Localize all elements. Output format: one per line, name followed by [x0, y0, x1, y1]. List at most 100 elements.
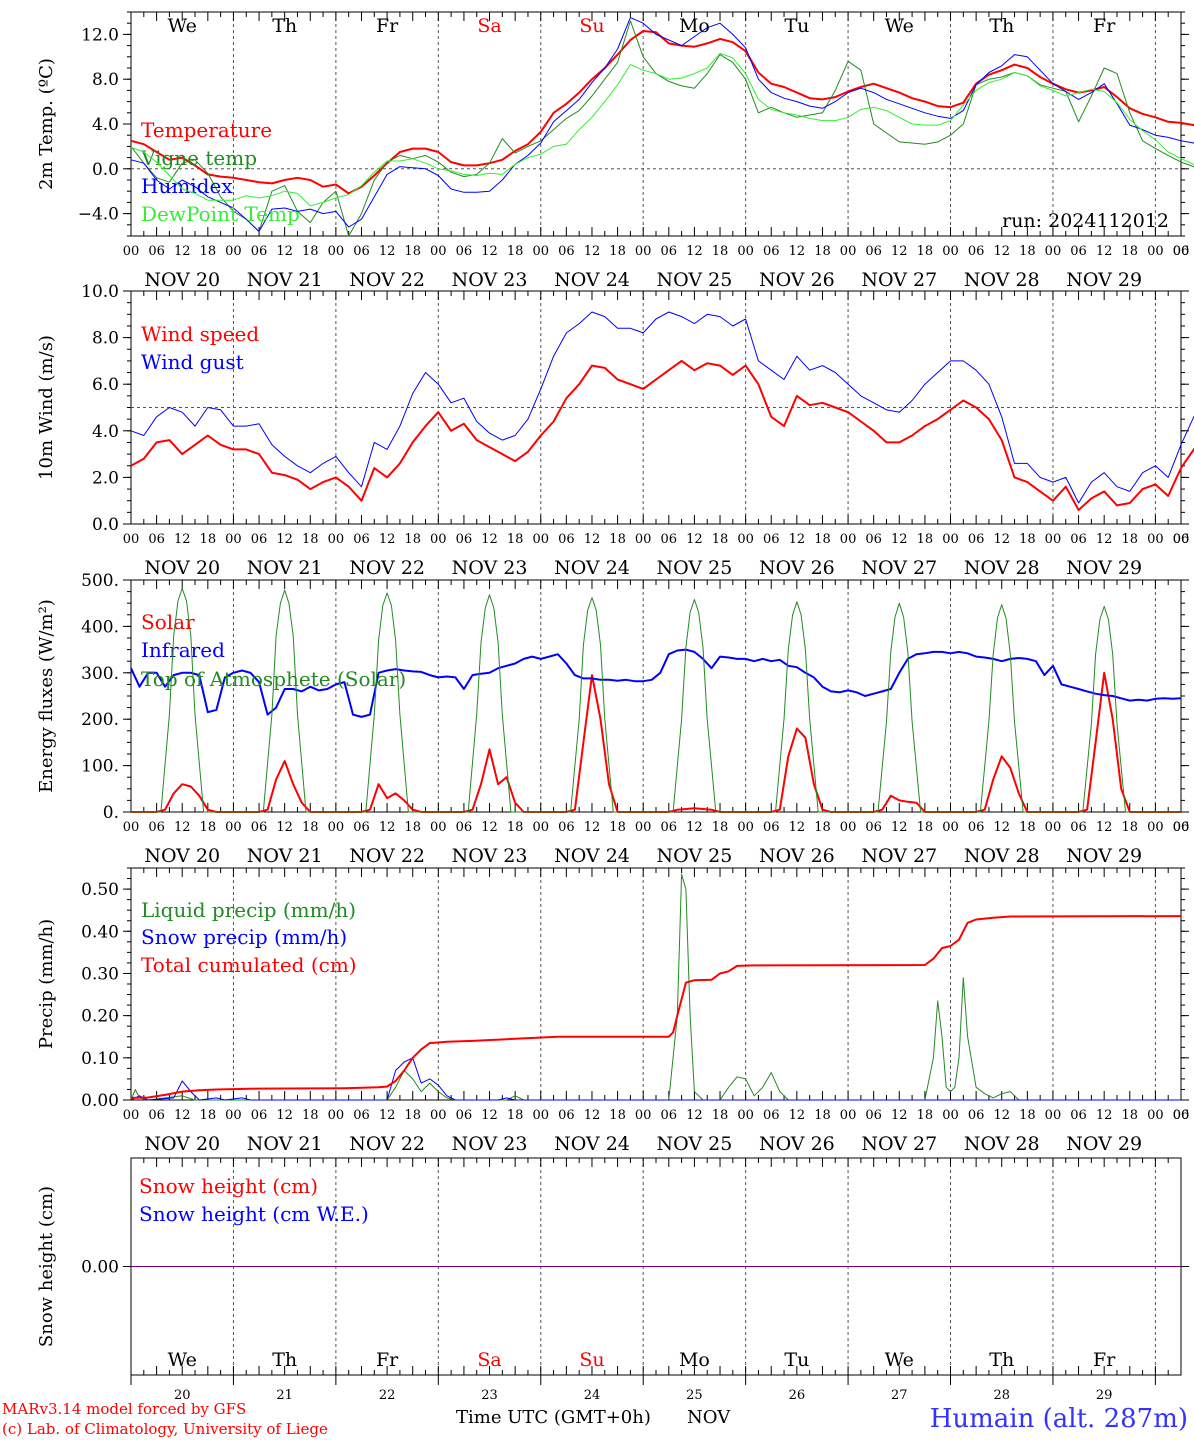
hour-tick-label: 06: [1070, 820, 1087, 835]
hour-tick-label: 06: [1173, 532, 1190, 547]
day-number: 23: [481, 1388, 498, 1403]
date-label: NOV 21: [247, 269, 323, 291]
y-tick-label: 0.00: [81, 1091, 119, 1111]
y-tick-label: 0.10: [81, 1049, 119, 1069]
hour-tick-label: 00: [1147, 532, 1164, 547]
hour-tick-label: 12: [993, 1108, 1010, 1123]
y-tick-label: 0.: [103, 803, 119, 823]
hour-tick-label: 06: [558, 1108, 575, 1123]
hour-tick-label: 00: [430, 820, 447, 835]
hour-tick-label: 18: [404, 532, 421, 547]
hour-tick-label: 00: [123, 1108, 140, 1123]
hour-tick-label: 00: [123, 532, 140, 547]
hour-tick-label: 00: [942, 244, 959, 259]
hour-tick-label: 18: [507, 244, 524, 259]
hour-tick-label: 00: [1045, 820, 1062, 835]
hour-tick-label: 18: [1019, 532, 1036, 547]
hour-tick-label: 12: [891, 244, 908, 259]
hour-tick-label: 18: [609, 244, 626, 259]
station-label: Humain (alt. 287m): [930, 1404, 1188, 1434]
hour-tick-label: 12: [789, 1108, 806, 1123]
date-label: NOV 25: [657, 1133, 733, 1155]
hour-tick-label: 00: [1045, 244, 1062, 259]
y-tick-label: 0.00: [81, 1258, 119, 1278]
hour-tick-label: 18: [200, 820, 217, 835]
hour-tick-label: 06: [763, 244, 780, 259]
hour-tick-label: 18: [507, 532, 524, 547]
hour-tick-label: 06: [1173, 820, 1190, 835]
hour-tick-label: 12: [993, 244, 1010, 259]
hour-tick-label: 00: [1173, 244, 1190, 259]
y-tick-label: 0.30: [81, 964, 119, 984]
hour-tick-label: 00: [737, 532, 754, 547]
y-axis-label: Energy fluxes (W/m²): [36, 599, 57, 793]
hour-tick-label: 00: [225, 820, 242, 835]
hour-tick-label: 12: [686, 1108, 703, 1123]
day-abbr: Su: [579, 15, 604, 37]
hour-tick-label: 12: [379, 244, 396, 259]
hour-tick-label: 18: [814, 244, 831, 259]
day-abbr: Mo: [679, 15, 710, 37]
legend-solar: Solar: [141, 610, 195, 634]
legend-temperature: Temperature: [141, 118, 272, 142]
month-label: NOV: [687, 1407, 731, 1428]
hour-tick-label: 18: [507, 820, 524, 835]
hour-tick-label: 00: [225, 1108, 242, 1123]
hour-tick-label: 06: [558, 532, 575, 547]
date-label: NOV 29: [1066, 1133, 1142, 1155]
y-tick-label: 0.0: [92, 160, 119, 180]
series-solar: [131, 671, 1181, 813]
date-label: NOV 26: [759, 845, 835, 867]
hour-tick-label: 12: [481, 244, 498, 259]
date-label: NOV 24: [554, 557, 630, 579]
legend-snow-height-cm-w-e: Snow height (cm W.E.): [139, 1202, 369, 1226]
hour-tick-label: 12: [584, 532, 601, 547]
hour-tick-label: 06: [353, 244, 370, 259]
y-tick-label: 0.20: [81, 1007, 119, 1027]
y-axis-label: 10m Wind (m/s): [36, 335, 57, 480]
hour-tick-label: 12: [481, 820, 498, 835]
hour-tick-label: 18: [609, 1108, 626, 1123]
y-tick-label: 0.40: [81, 922, 119, 942]
hour-tick-label: 12: [1096, 820, 1113, 835]
hour-tick-label: 12: [789, 820, 806, 835]
date-label: NOV 28: [964, 269, 1040, 291]
y-axis-label: Precip (mm/h): [36, 919, 57, 1049]
hour-tick-label: 06: [1070, 1108, 1087, 1123]
hour-tick-label: 18: [404, 820, 421, 835]
y-axis-label: Snow height (cm): [36, 1186, 57, 1347]
hour-tick-label: 06: [148, 820, 165, 835]
hour-tick-label: 00: [532, 820, 549, 835]
hour-tick-label: 18: [404, 244, 421, 259]
date-label: NOV 24: [554, 845, 630, 867]
date-label: NOV 26: [759, 269, 835, 291]
series-dewpoint-temp: [130, 52, 1194, 207]
hour-tick-label: 00: [840, 820, 857, 835]
date-label: NOV 22: [349, 269, 425, 291]
hour-tick-label: 00: [1173, 820, 1190, 835]
hour-tick-label: 00: [840, 244, 857, 259]
hour-tick-label: 06: [968, 532, 985, 547]
day-number: 26: [789, 1388, 806, 1403]
hour-tick-label: 12: [174, 820, 191, 835]
hour-tick-label: 18: [200, 532, 217, 547]
hour-tick-label: 06: [251, 1108, 268, 1123]
date-label: NOV 20: [144, 845, 220, 867]
date-label: NOV 26: [759, 557, 835, 579]
date-label: NOV 25: [657, 269, 733, 291]
day-abbr: Fr: [376, 15, 399, 37]
day-abbr: We: [168, 1349, 197, 1371]
hour-tick-label: 18: [712, 532, 729, 547]
hour-tick-label: 12: [686, 532, 703, 547]
hour-tick-label: 06: [456, 1108, 473, 1123]
y-tick-label: 100.: [81, 757, 119, 777]
hour-tick-label: 12: [686, 820, 703, 835]
hour-tick-label: 06: [763, 1108, 780, 1123]
hour-tick-label: 18: [200, 1108, 217, 1123]
hour-tick-label: 12: [584, 1108, 601, 1123]
hour-tick-label: 00: [942, 1108, 959, 1123]
series-total-cumulated-cm: [130, 915, 1182, 1099]
hour-tick-label: 12: [174, 1108, 191, 1123]
date-label: NOV 24: [554, 1133, 630, 1155]
series-wind-gust: [130, 311, 1194, 504]
